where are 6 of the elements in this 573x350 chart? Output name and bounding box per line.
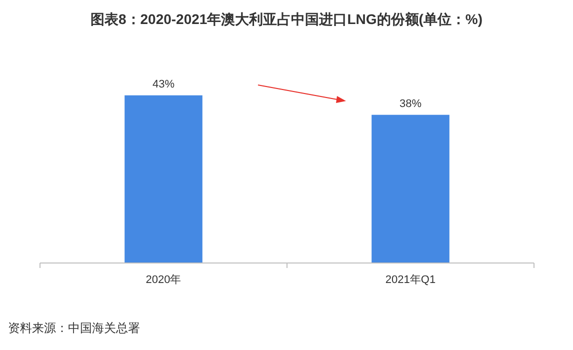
x-tick-label: 2021年Q1 (385, 274, 436, 286)
x-tick-label: 2020年 (146, 274, 182, 286)
chart-title: 图表8：2020-2021年澳大利亚占中国进口LNG的份额(单位：%) (90, 11, 483, 27)
text: 资料来源：中国海关总署 (8, 321, 140, 335)
data-label: 43% (152, 78, 175, 90)
data-label: 38% (399, 98, 422, 110)
